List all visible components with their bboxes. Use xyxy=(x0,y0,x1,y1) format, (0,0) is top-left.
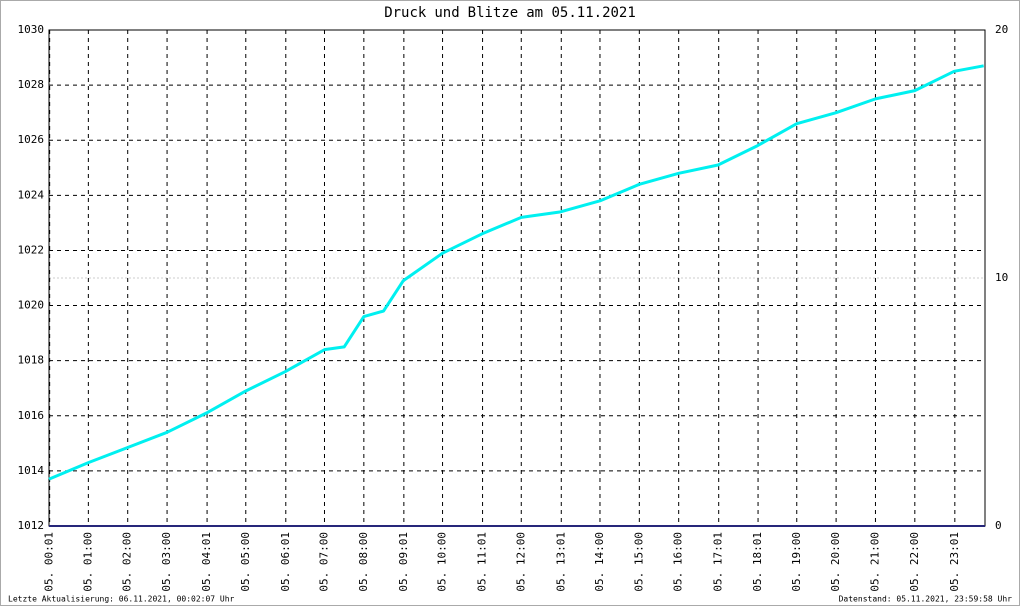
y-tick-label: 1024 xyxy=(18,188,45,201)
x-tick-label: 05. 13:01 xyxy=(554,532,567,592)
x-tick-label: 05. 02:00 xyxy=(121,532,134,592)
x-tick-label: 05. 22:00 xyxy=(908,532,921,592)
title-series-1: Druck xyxy=(384,5,427,21)
y-tick-label: 1020 xyxy=(18,299,45,312)
x-tick-label: 05. 06:01 xyxy=(279,532,292,592)
y-tick-label: 1014 xyxy=(18,464,45,477)
x-tick-label: 05. 09:01 xyxy=(397,532,410,592)
x-tick-label: 05. 16:00 xyxy=(672,532,685,592)
x-tick-label: 05. 08:00 xyxy=(357,532,370,592)
title-connector: und xyxy=(434,5,459,21)
y-tick-label: 1016 xyxy=(18,409,45,422)
footer-right: Datenstand: 05.11.2021, 23:59:58 Uhr xyxy=(839,595,1013,604)
x-tick-label: 05. 23:01 xyxy=(948,532,961,592)
x-tick-label: 05. 04:01 xyxy=(200,532,213,592)
x-tick-label: 05. 11:01 xyxy=(476,532,489,592)
series-line xyxy=(48,64,984,481)
x-tick-label: 05. 00:01 xyxy=(43,532,56,592)
x-tick-label: 05. 12:00 xyxy=(514,532,527,592)
y-tick-label: 1030 xyxy=(18,23,45,36)
y-tick-label: 1018 xyxy=(18,354,45,367)
footer-left: Letzte Aktualisierung: 06.11.2021, 00:02… xyxy=(8,595,235,604)
x-tick-label: 05. 05:00 xyxy=(239,532,252,592)
x-tick-label: 05. 17:01 xyxy=(712,532,725,592)
y2-tick-label: 0 xyxy=(995,519,1002,532)
y2-tick-label: 20 xyxy=(995,23,1008,36)
x-tick-label: 05. 20:00 xyxy=(829,532,842,592)
y-tick-label: 1028 xyxy=(18,78,45,91)
y-tick-label: 1022 xyxy=(18,243,45,256)
y2-tick-label: 10 xyxy=(995,271,1008,284)
x-tick-label: 05. 14:00 xyxy=(593,532,606,592)
x-tick-label: 05. 10:00 xyxy=(436,532,449,592)
x-tick-label: 05. 03:00 xyxy=(160,532,173,592)
x-tick-label: 05. 19:00 xyxy=(790,532,803,592)
x-tick-label: 05. 15:00 xyxy=(632,532,645,592)
x-tick-label: 05. 07:00 xyxy=(317,532,330,592)
x-tick-label: 05. 01:00 xyxy=(81,532,94,592)
x-tick-label: 05. 21:00 xyxy=(868,532,881,592)
title-series-2: Blitze xyxy=(468,5,519,21)
title-tail: am 05.11.2021 xyxy=(526,5,636,21)
y-tick-label: 1012 xyxy=(18,519,45,532)
y-tick-label: 1026 xyxy=(18,133,45,146)
x-tick-label: 05. 18:01 xyxy=(751,532,764,592)
